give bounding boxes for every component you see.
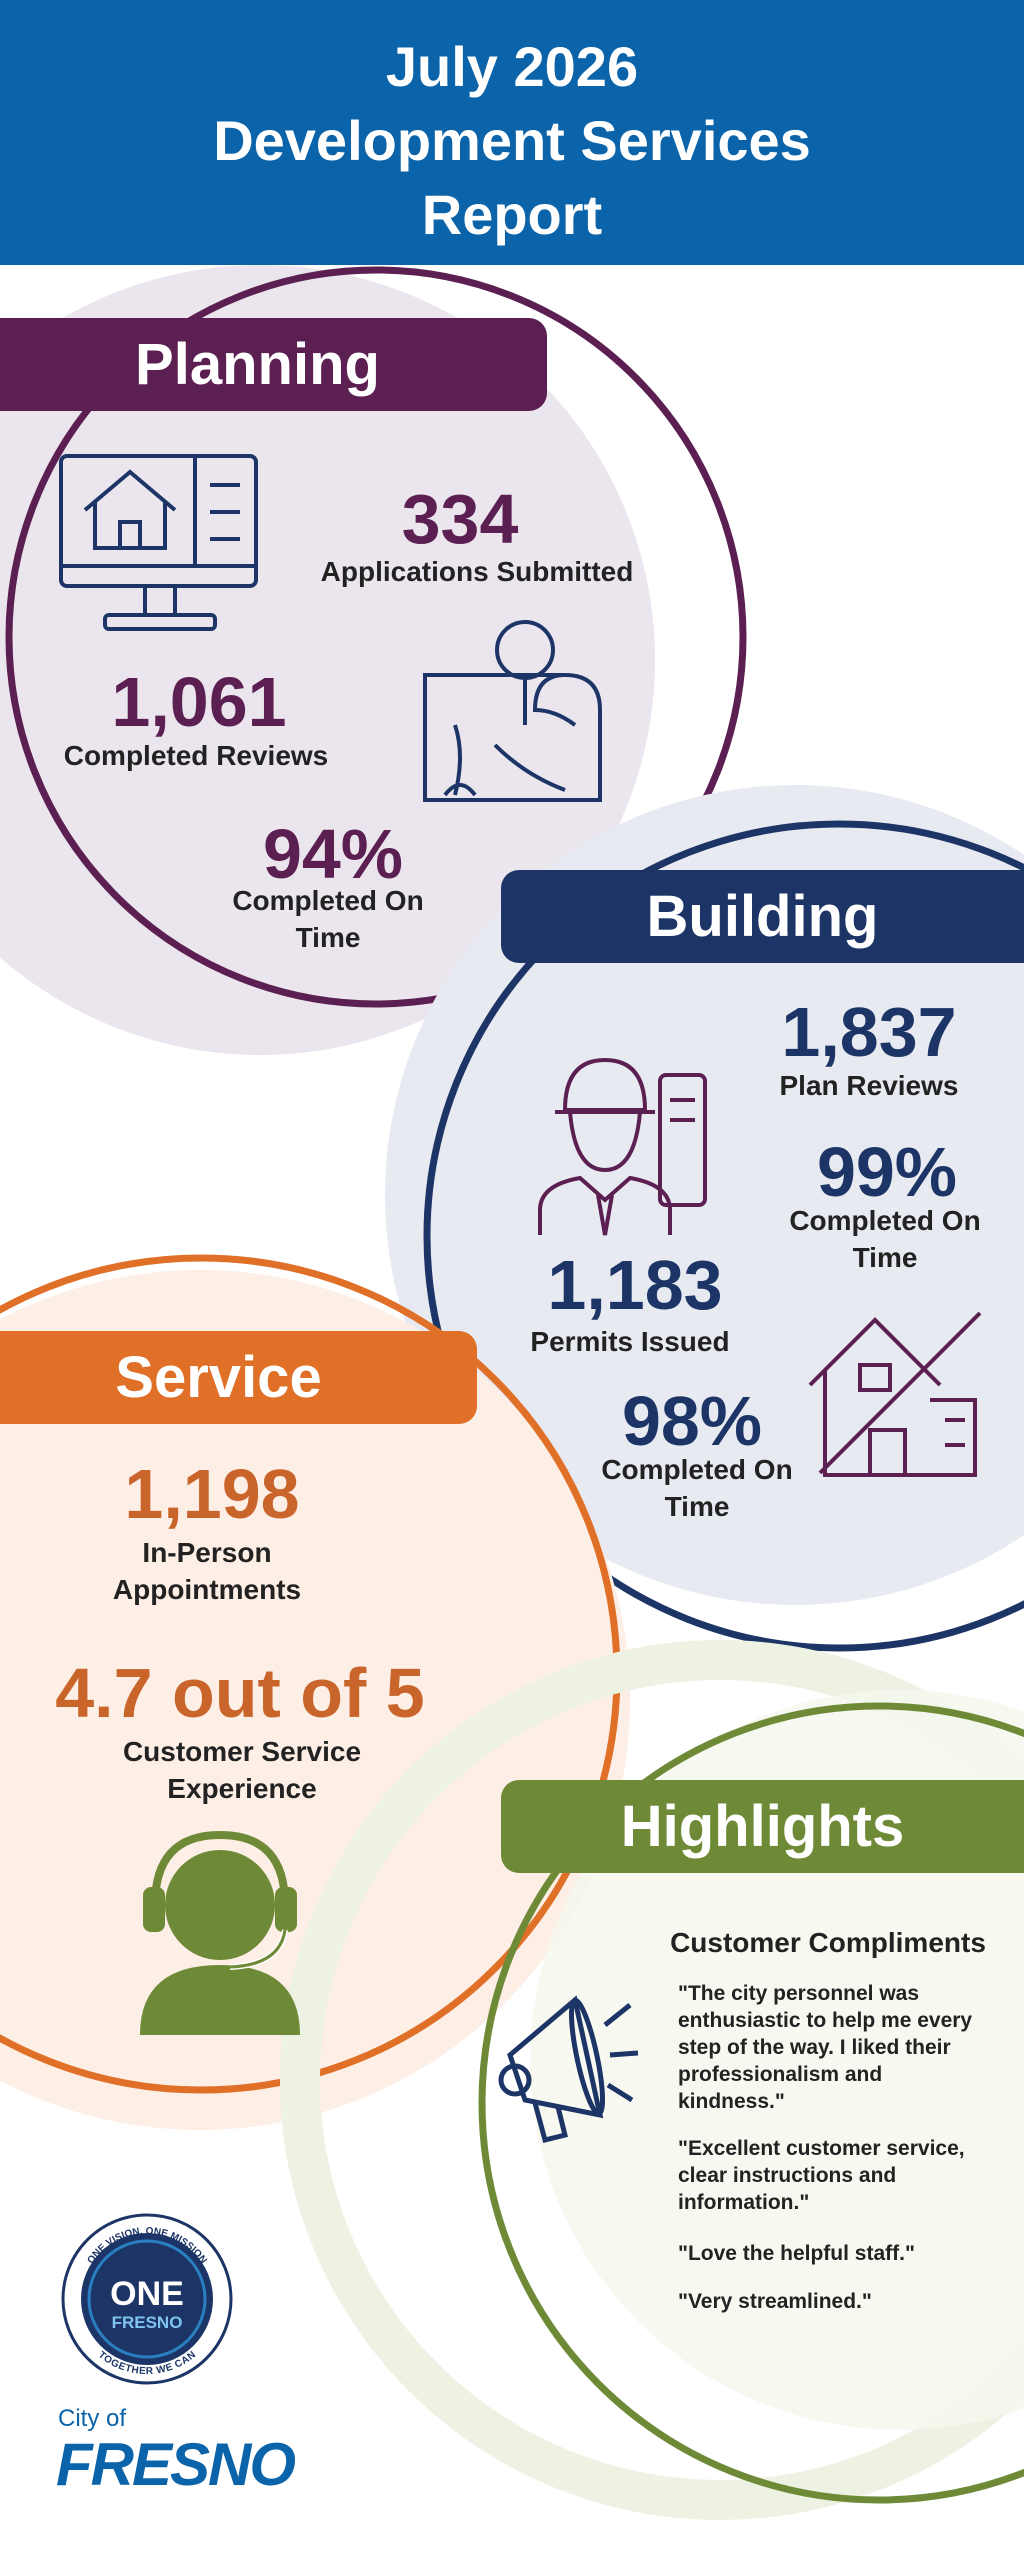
- stat-label: Completed On Time: [232, 885, 424, 953]
- stat-label: Permits Issued: [530, 1326, 730, 1357]
- stat-value: 1,837: [781, 993, 957, 1071]
- logo-sub: FRESNO: [112, 2313, 183, 2332]
- map-icon: [423, 620, 602, 802]
- logo-main: ONE: [110, 2275, 184, 2313]
- quote: "Excellent customer service, clear instr…: [678, 2137, 965, 2214]
- section-banner: Service: [0, 1331, 477, 1424]
- stat-value: 99%: [816, 1133, 958, 1211]
- stat-label: Customer Service Experience: [122, 1736, 362, 1804]
- stat-label: In-Person Appointments: [112, 1537, 302, 1605]
- quote: "Love the helpful staff.": [678, 2242, 915, 2265]
- headset-icon: [140, 1830, 300, 2035]
- section-heading: Building: [646, 884, 879, 949]
- stat-value: 1,061: [111, 663, 287, 741]
- section-banner: Planning: [0, 318, 547, 411]
- house-icon: [808, 1311, 982, 1477]
- stat-label: Completed Reviews: [63, 740, 329, 771]
- one-fresno-logo: ONE VISION. ONE MISSION TOGETHER WE CAN …: [61, 2213, 233, 2385]
- city-name: FRESNO: [56, 2431, 296, 2498]
- stat-label: Applications Submitted: [320, 556, 634, 587]
- stat-value: 4.7 out of 5: [55, 1654, 425, 1732]
- stat-label: Plan Reviews: [779, 1070, 959, 1101]
- worker-icon: [538, 1057, 707, 1236]
- section-heading: Service: [115, 1345, 322, 1410]
- subheading: Customer Compliments: [670, 1927, 986, 1958]
- title-line: Development Services: [213, 109, 811, 172]
- section-banner: Highlights: [501, 1780, 1024, 1873]
- header: [0, 0, 1024, 265]
- quote: "The city personnel was enthusiastic to …: [678, 1982, 973, 2113]
- stat-value: 334: [401, 480, 519, 558]
- stat-value: 94%: [262, 815, 404, 893]
- section-banner: Building: [501, 870, 1024, 963]
- stat-label: Completed On Time: [601, 1454, 793, 1522]
- title-line: Report: [421, 183, 603, 246]
- stat-label: Completed On Time: [789, 1205, 981, 1273]
- section-heading: Highlights: [620, 1794, 905, 1859]
- stat-value: 98%: [621, 1382, 763, 1460]
- stat-value: 1,183: [547, 1246, 723, 1324]
- city-prefix: City of: [58, 2405, 127, 2432]
- report-title: July 2026 Development Services Report: [12, 30, 1012, 252]
- quote: "Very streamlined.": [678, 2290, 872, 2313]
- stat-value: 1,198: [124, 1455, 300, 1533]
- title-line: July 2026: [385, 35, 639, 98]
- megaphone-icon: [498, 1995, 639, 2144]
- monitor-house-icon: [59, 454, 258, 631]
- section-heading: Planning: [135, 332, 380, 397]
